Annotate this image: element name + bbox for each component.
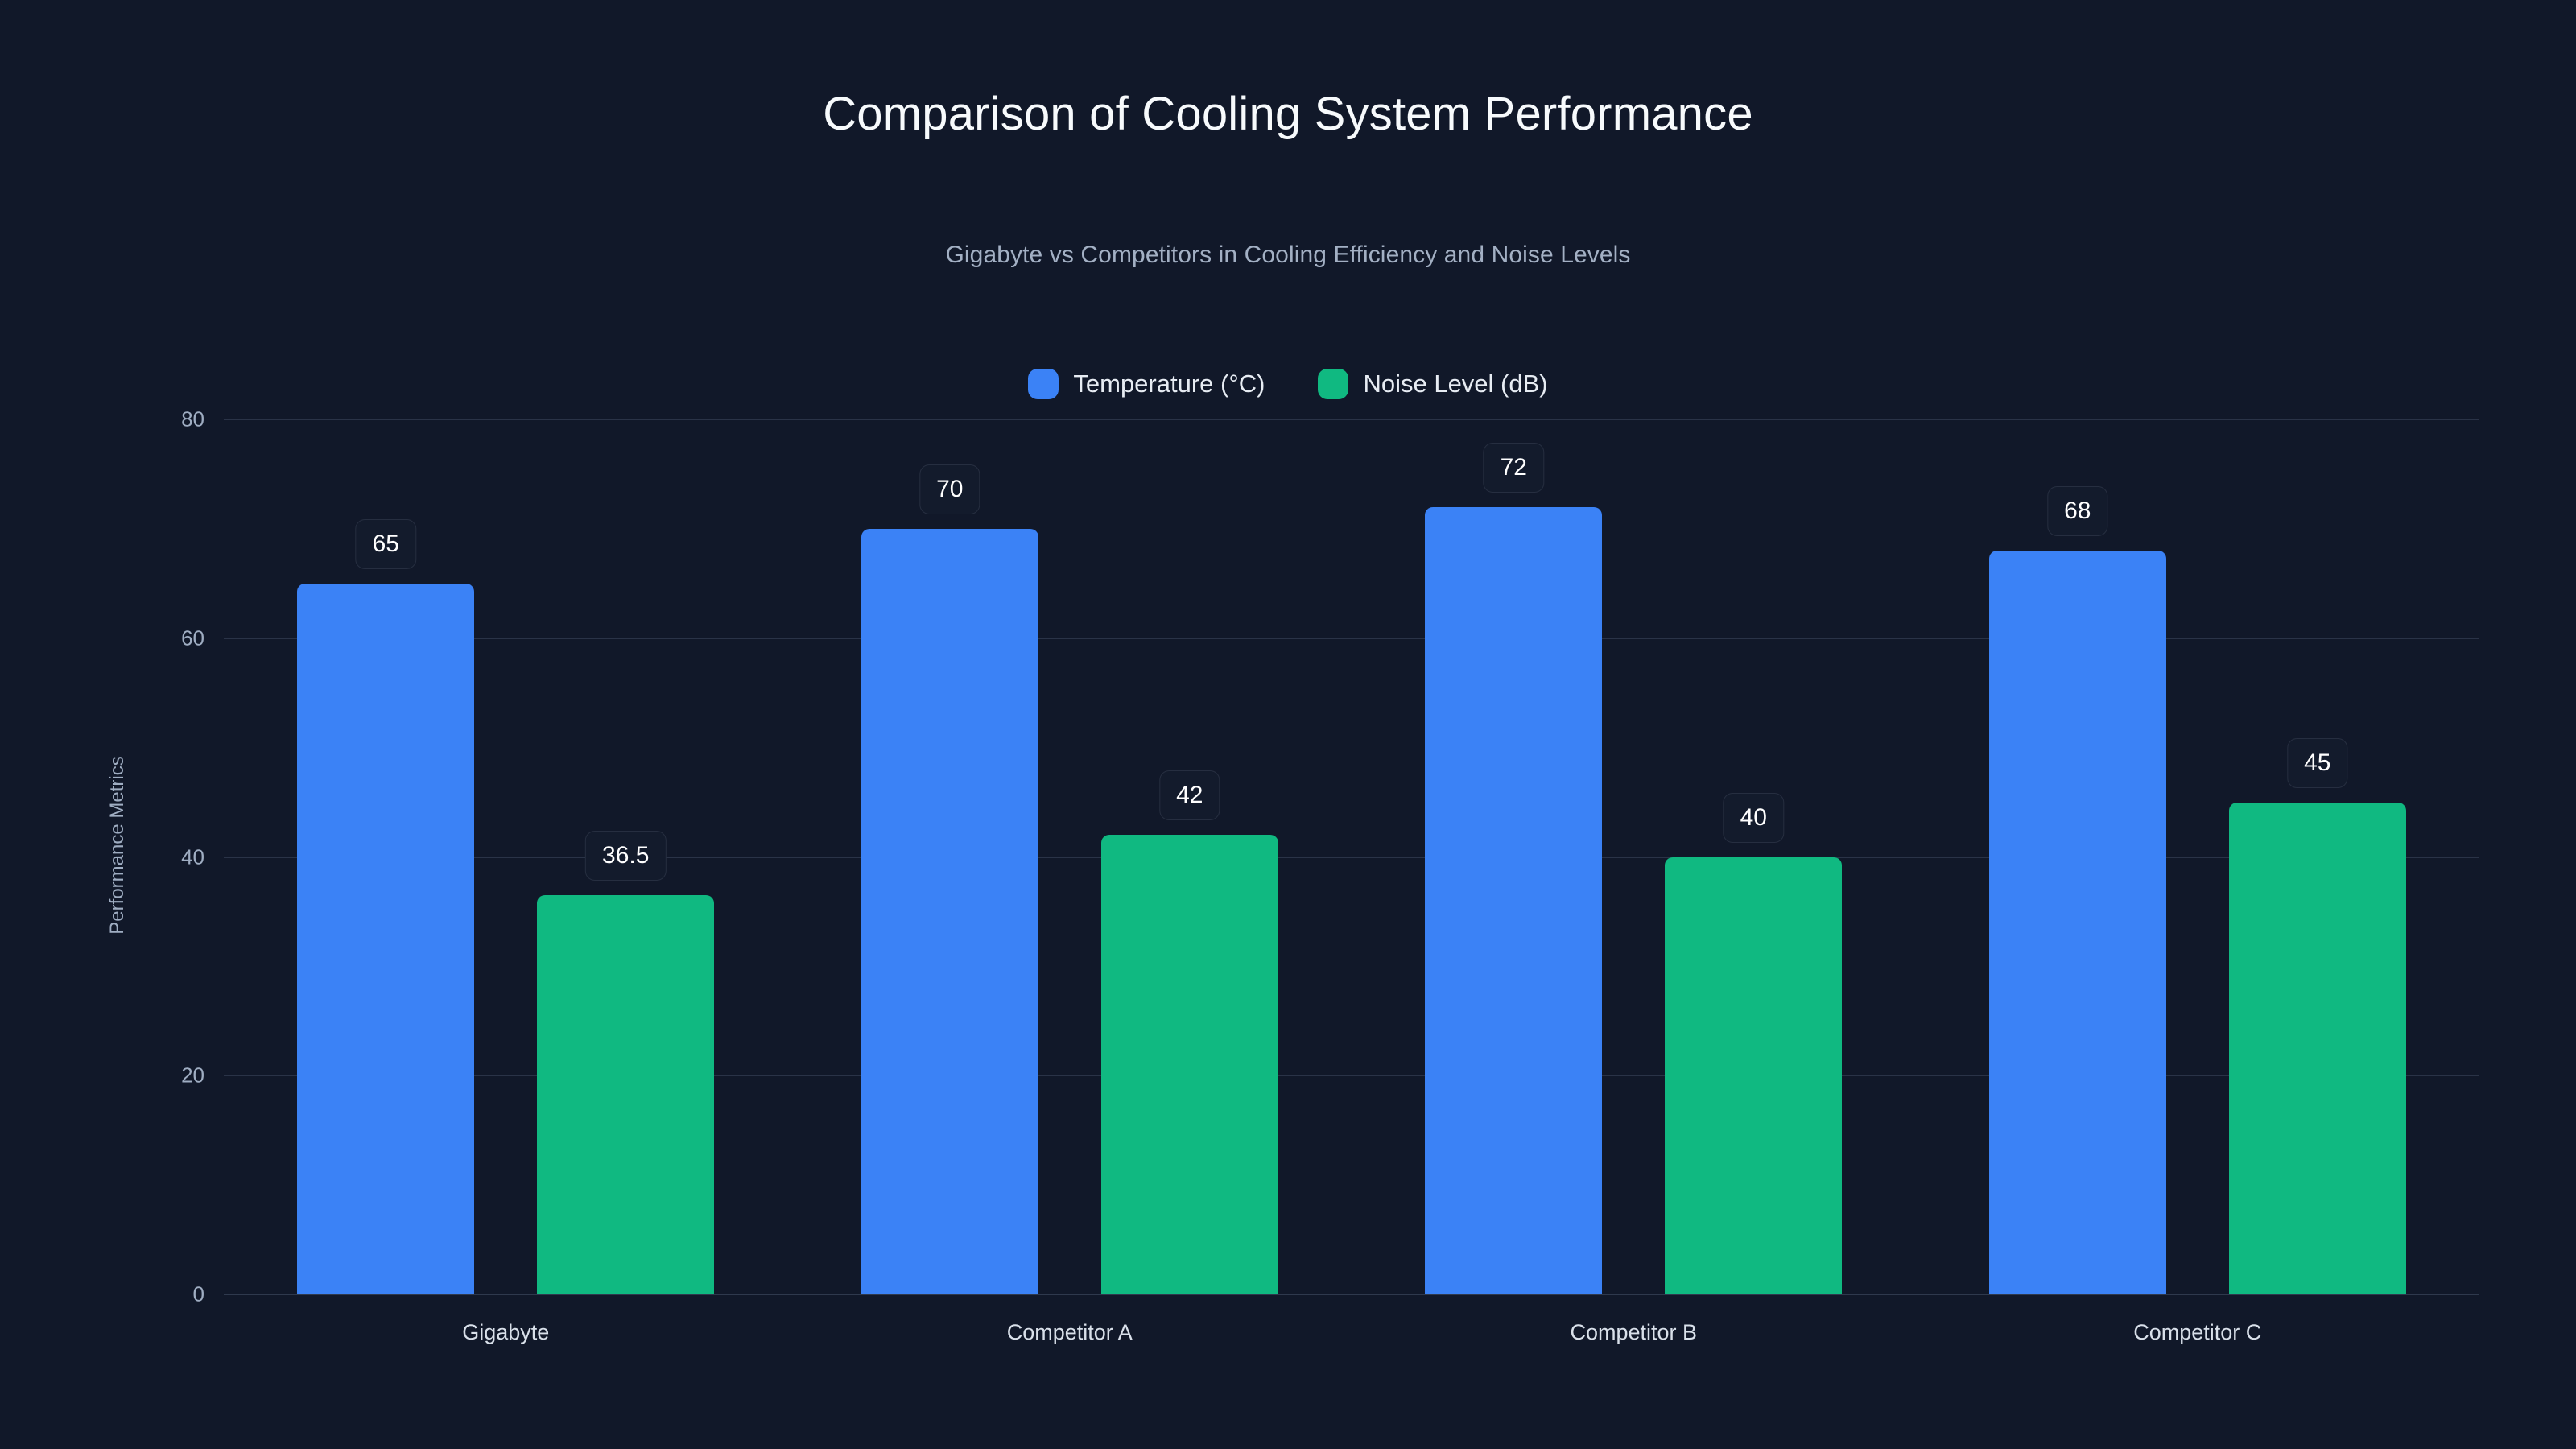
y-axis-tick-label: 60 (181, 625, 204, 650)
chart-title: Comparison of Cooling System Performance (823, 88, 1753, 140)
bar[interactable] (861, 528, 1038, 1294)
x-axis-labels: Gigabyte Competitor A Competitor B Competit… (224, 1320, 2479, 1352)
bar[interactable] (2228, 802, 2406, 1294)
gridline (224, 1075, 2479, 1077)
legend-label: Noise Level (dB) (1363, 369, 1548, 398)
x-axis-category-label: Competitor C (2133, 1320, 2262, 1344)
bar-value-label: 68 (2047, 486, 2108, 537)
bar-value-label: 42 (1159, 770, 1220, 821)
y-axis-title: Performance Metrics (106, 756, 128, 935)
x-axis-category-label: Gigabyte (462, 1320, 550, 1344)
gridline (224, 1294, 2479, 1295)
bar[interactable] (1665, 857, 1843, 1294)
bar[interactable] (1100, 835, 1278, 1294)
chart-subtitle: Gigabyte vs Competitors in Cooling Effic… (945, 242, 1631, 268)
legend-label: Temperature (°C) (1073, 369, 1265, 398)
gridline (224, 857, 2479, 858)
gridline (224, 638, 2479, 639)
y-axis-tick-label: 0 (192, 1282, 204, 1307)
bar-value-label: 72 (1483, 442, 1544, 493)
legend-item-noise[interactable]: Noise Level (dB) (1318, 369, 1548, 399)
x-axis-category-label: Competitor B (1570, 1320, 1698, 1344)
bar-value-label: 40 (1723, 792, 1784, 843)
chart-legend: Temperature (°C) Noise Level (dB) (0, 369, 2576, 399)
y-axis-tick-label: 20 (181, 1063, 204, 1088)
bar[interactable] (537, 895, 715, 1294)
bar[interactable] (1425, 506, 1603, 1294)
bars-layer: 65 36.5 70 42 72 40 68 45 (224, 419, 2479, 1294)
legend-item-temperature[interactable]: Temperature (°C) (1028, 369, 1265, 399)
x-axis-category-label: Competitor A (1006, 1320, 1133, 1344)
legend-swatch-icon (1318, 369, 1349, 399)
legend-swatch-icon (1028, 369, 1059, 399)
bar[interactable] (297, 583, 475, 1294)
plot-area: 65 36.5 70 42 72 40 68 45 (224, 419, 2479, 1295)
y-axis-ticks: 0 20 40 60 80 (121, 407, 204, 1307)
bar-value-label: 70 (919, 464, 980, 514)
y-axis-tick-label: 80 (181, 407, 204, 431)
bar[interactable] (1988, 551, 2166, 1294)
gridline (224, 419, 2479, 420)
gridlines (224, 419, 2479, 1295)
y-axis-tick-label: 40 (181, 844, 204, 869)
bar-value-label: 65 (355, 518, 416, 569)
bar-value-label: 36.5 (585, 831, 667, 881)
bar-value-label: 45 (2287, 737, 2348, 788)
